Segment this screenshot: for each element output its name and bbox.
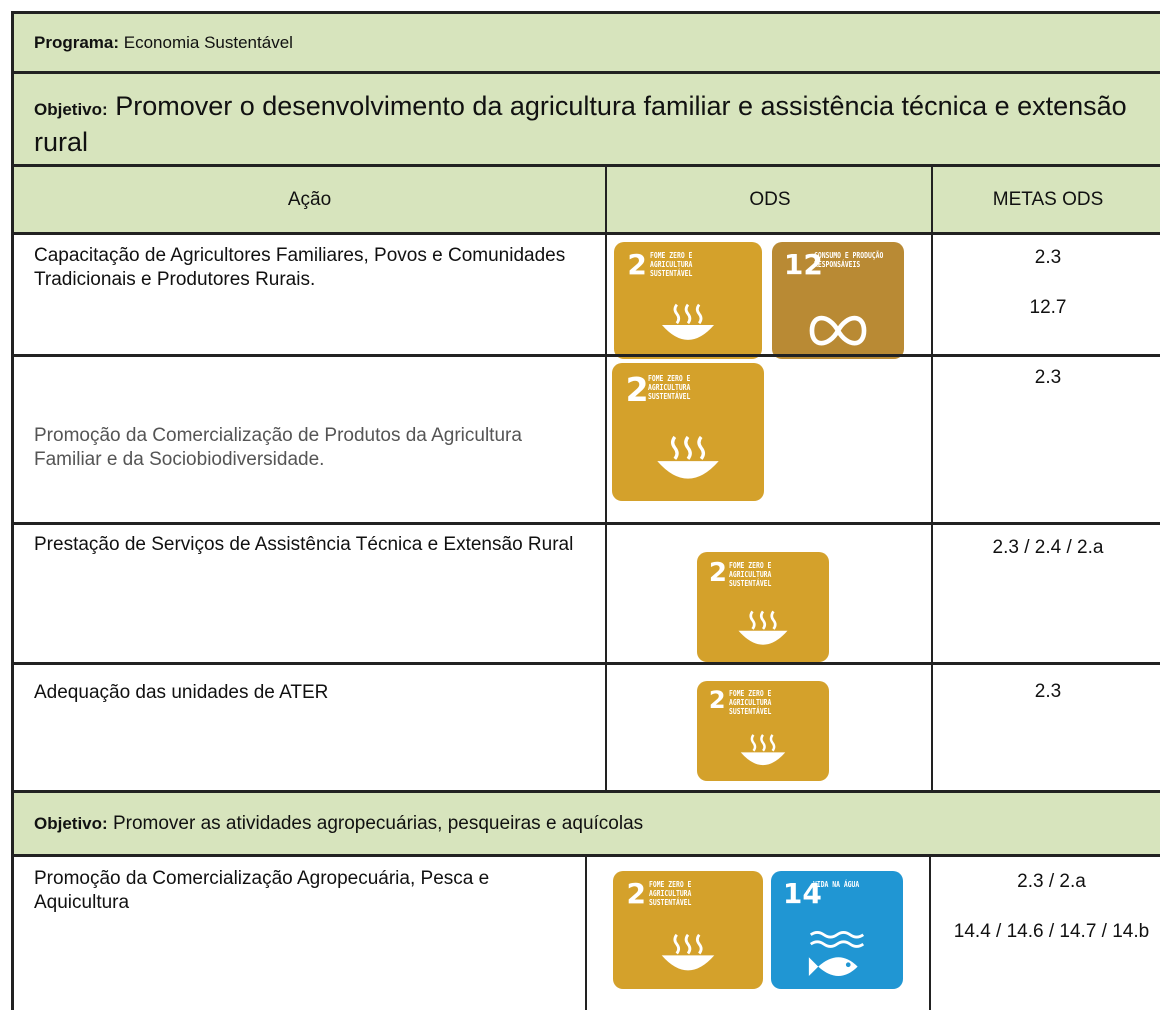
objetivo-row: Objetivo: Promover o desenvolvimento da … — [11, 71, 1160, 166]
value: Economia Sustentável — [123, 33, 293, 52]
meta: 2.3 — [1034, 247, 1062, 268]
acao: Capacitação de Agricultores Familiares, … — [34, 245, 566, 290]
meta: 12.7 — [1029, 297, 1067, 318]
table-row: Promoção da Comercialização Agropecuária… — [11, 854, 1160, 1010]
programa: Programa: Economia Sustentável — [34, 33, 293, 53]
ods-number: 2 — [708, 557, 727, 588]
ods-icon: 2 FOME ZERO E AGRICULTURA SUSTENTÁVEL — [697, 552, 829, 662]
acao: Promoção da Comercialização de Produtos … — [34, 425, 522, 470]
label: Objetivo: — [34, 814, 108, 833]
meta: 2.3 / 2.4 / 2.a — [992, 537, 1104, 558]
ods-label: FOME ZERO E AGRICULTURA SUSTENTÁVEL — [728, 689, 772, 716]
ods-symbol — [808, 930, 865, 976]
ods-symbol — [809, 316, 867, 346]
metas: 2.3 / 2.a 14.4 / 14.6 / 14.7 / 14.b — [949, 871, 1154, 971]
ods-icon: 2 FOME ZERO E AGRICULTURA SUSTENTÁVEL — [697, 681, 829, 781]
metas: 2.3 — [933, 681, 1160, 731]
ods-number: 12 — [783, 247, 823, 281]
ods-symbol — [661, 304, 715, 341]
meta: 2.3 — [1034, 681, 1062, 702]
header-cell: METAS ODS — [992, 189, 1104, 210]
ods-icon: 12 CONSUMO E PRODUÇÃO RESPONSÁVEIS — [772, 242, 904, 359]
ods-icon: 14 VIDA NA ÁGUA — [771, 871, 903, 989]
ods-label: FOME ZERO E AGRICULTURA SUSTENTÁVEL — [649, 880, 692, 908]
value: Promover o desenvolvimento da agricultur… — [34, 91, 1127, 157]
meta: 2.3 — [1034, 367, 1062, 388]
ods-number: 2 — [626, 876, 646, 910]
ods-number: 2 — [627, 247, 647, 281]
ods-label: FOME ZERO E AGRICULTURA SUSTENTÁVEL — [728, 560, 772, 588]
meta: 14.4 / 14.6 / 14.7 / 14.b — [953, 921, 1150, 942]
ods-number: 2 — [625, 369, 649, 409]
metas: 2.3 — [933, 367, 1160, 417]
table-row: Promoção da Comercialização de Produtos … — [11, 354, 1160, 524]
acao: Adequação das unidades de ATER — [34, 682, 329, 703]
table-row: Prestação de Serviços de Assistência Téc… — [11, 522, 1160, 664]
table-row: Capacitação de Agricultores Familiares, … — [11, 232, 1160, 359]
label: Objetivo: — [34, 100, 108, 119]
header-cell: Ação — [287, 189, 332, 210]
metas: 2.3 / 2.4 / 2.a — [933, 537, 1160, 587]
ods-icon: 2 FOME ZERO E AGRICULTURA SUSTENTÁVEL — [614, 242, 762, 359]
ods-icon: 2 FOME ZERO E AGRICULTURA SUSTENTÁVEL — [613, 871, 763, 989]
acao: Promoção da Comercialização Agropecuária… — [34, 868, 490, 913]
metas: 2.3 12.7 — [933, 247, 1160, 347]
ods-symbol — [657, 436, 719, 480]
ods-number: 2 — [708, 686, 726, 714]
ods-label: CONSUMO E PRODUÇÃO RESPONSÁVEIS — [814, 251, 884, 270]
objetivo: Objetivo: Promover as atividades agropec… — [34, 813, 643, 835]
programa-row: Programa: Economia Sustentável — [11, 11, 1160, 73]
acao: Prestação de Serviços de Assistência Téc… — [34, 534, 574, 555]
ods-icon: 2 FOME ZERO E AGRICULTURA SUSTENTÁVEL — [612, 363, 764, 501]
header-cell: ODS — [749, 189, 791, 210]
label: Programa: — [34, 33, 120, 52]
table-row: Adequação das unidades de ATER 2.3 2 FOME… — [11, 662, 1160, 792]
ods-label: VIDA NA ÁGUA — [813, 880, 860, 890]
ods-symbol — [738, 610, 788, 645]
objetivo-row: Objetivo: Promover as atividades agropec… — [11, 790, 1160, 856]
meta: 2.3 / 2.a — [1017, 871, 1086, 892]
ods-symbol — [661, 933, 715, 971]
ods-label: FOME ZERO E AGRICULTURA SUSTENTÁVEL — [648, 374, 691, 402]
value: Promover as atividades agropecuárias, pe… — [112, 813, 644, 834]
header-row: Ação ODS METAS ODS — [11, 164, 1160, 234]
objetivo: Objetivo: Promover o desenvolvimento da … — [34, 90, 1134, 159]
ods-label: FOME ZERO E AGRICULTURA SUSTENTÁVEL — [649, 251, 692, 279]
ods-number: 14 — [782, 876, 822, 910]
ods-symbol — [740, 734, 786, 766]
